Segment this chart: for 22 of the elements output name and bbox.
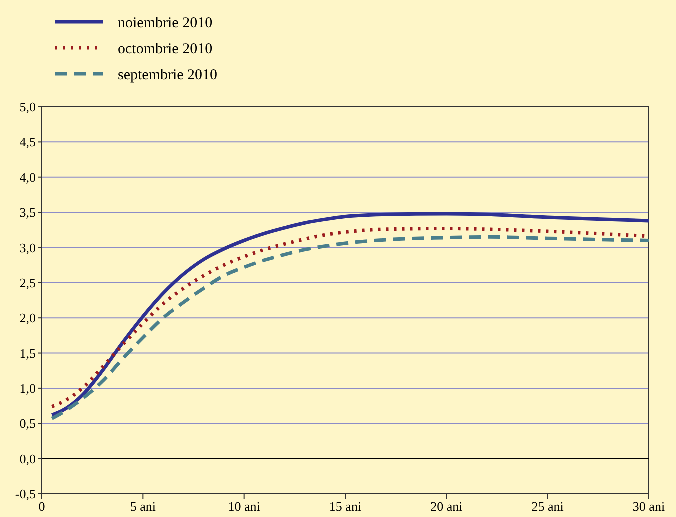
y-tick-label: 3,5	[20, 205, 36, 220]
y-tick-label: -0,5	[15, 486, 36, 502]
x-tick-label: 20 ani	[430, 499, 464, 514]
legend-label: septembrie 2010	[118, 67, 218, 84]
y-tick-label: 1,0	[20, 381, 36, 396]
x-tick-label: 30 ani	[632, 499, 666, 514]
x-tick-label: 5 ani	[130, 499, 156, 514]
x-tick-label: 0	[38, 499, 46, 514]
y-tick-label: 0,5	[20, 416, 36, 432]
x-tick-label: 25 ani	[532, 499, 564, 514]
x-tick-label: 10 ani	[228, 499, 261, 514]
legend-label: octombrie 2010	[118, 41, 213, 58]
y-tick-label: 2,5	[20, 275, 36, 290]
y-tick-label: 5,0	[20, 100, 36, 115]
y-tick-label: 2,0	[20, 310, 36, 326]
legend-label: noiembrie 2010	[118, 15, 213, 32]
y-tick-label: 0,0	[20, 451, 36, 466]
x-tick-label: 15 ani	[329, 499, 362, 514]
y-tick-label: 4,5	[20, 134, 36, 150]
y-tick-label: 4,0	[20, 170, 36, 185]
y-tick-label: 1,5	[20, 346, 36, 361]
y-tick-label: 3,0	[20, 240, 36, 256]
